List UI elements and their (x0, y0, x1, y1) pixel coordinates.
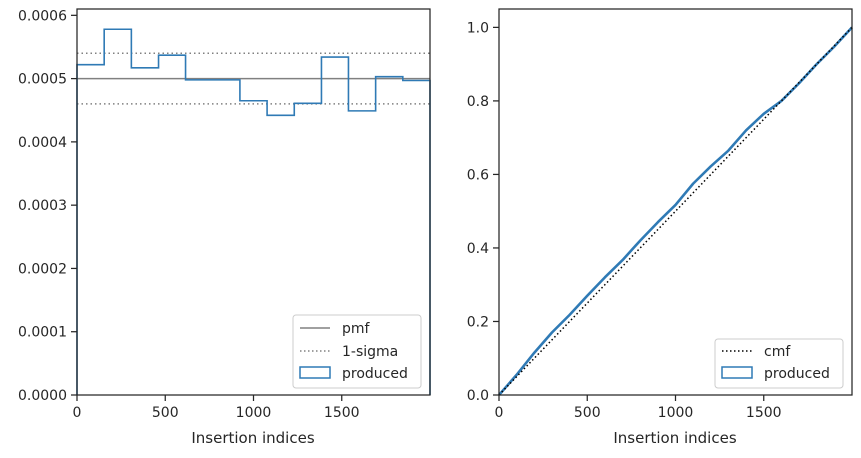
cmf-panel-data (498, 26, 853, 396)
y-tick-label: 0.0005 (18, 72, 67, 88)
y-tick-label: 0.4 (467, 241, 489, 257)
cmf-line (498, 26, 853, 396)
y-tick-label: 0.0002 (18, 261, 67, 277)
pmf-panel-x-ticks: 0 500 1000 1500 (73, 395, 360, 421)
pmf-panel-legend-box (292, 314, 422, 389)
cmf-panel: 0 500 1000 1500 0.0 0.2 0.4 0.6 0.8 1.0 Insertio… (467, 8, 853, 447)
y-tick-label: 0.0 (467, 388, 489, 404)
cmf-panel-y-ticks: 0.0 0.2 0.4 0.6 0.8 1.0 (467, 20, 499, 404)
y-tick-label: 0.6 (467, 167, 489, 183)
y-tick-label: 0.0000 (18, 388, 67, 404)
y-tick-label: 0.0003 (18, 198, 67, 214)
x-tick-label: 1500 (746, 405, 782, 421)
cmf-panel-frame (498, 8, 853, 396)
x-tick-label: 1000 (658, 405, 694, 421)
y-tick-label: 0.0001 (18, 325, 67, 341)
x-tick-label: 500 (152, 405, 179, 421)
produced-legend-swatch (299, 366, 331, 379)
x-tick-label: 1500 (324, 405, 360, 421)
x-tick-label: 1000 (236, 405, 272, 421)
pmf-panel-y-ticks: 0.0000 0.0001 0.0002 0.0003 0.0004 0.0005 0.00… (18, 8, 77, 404)
pmf-panel-legend: pmf 1-sigma produced (292, 314, 422, 389)
pmf-legend-label: pmf (342, 321, 371, 337)
cmf-legend-label: cmf (764, 344, 791, 360)
produced-histogram (76, 28, 431, 395)
pmf-panel-reference-lines (77, 52, 430, 105)
pmf-panel-data (76, 28, 431, 395)
x-tick-label: 500 (574, 405, 601, 421)
sigma-legend-label: 1-sigma (342, 344, 398, 360)
y-tick-label: 1.0 (467, 20, 489, 36)
x-tick-label: 0 (495, 405, 504, 421)
y-tick-label: 0.0004 (18, 135, 67, 151)
produced-cdf-legend-label: produced (764, 366, 830, 382)
cmf-panel-x-label: Insertion indices (613, 429, 736, 447)
cmf-panel-legend: cmf produced (714, 338, 844, 389)
produced-legend-label: produced (342, 366, 408, 382)
pmf-panel-x-label: Insertion indices (191, 429, 314, 447)
y-tick-label: 0.8 (467, 94, 489, 110)
pmf-panel: 0 500 1000 1500 0.00000.00010.00020.00030.0… (18, 8, 431, 447)
y-tick-label: 0.0006 (18, 8, 67, 24)
cmf-panel-x-ticks: 0 500 1000 1500 (495, 395, 782, 421)
y-tick-label: 0.2 (467, 314, 489, 330)
x-tick-label: 0 (73, 405, 82, 421)
produced-cdf-legend-swatch (721, 366, 753, 379)
